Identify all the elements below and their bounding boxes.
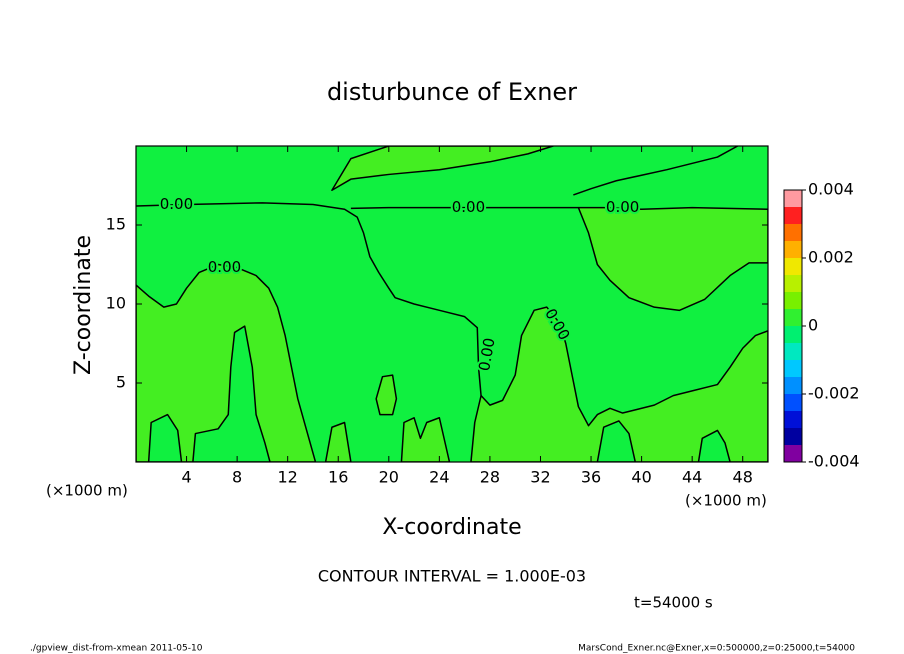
contour-region [577,206,768,312]
x-tick-label: 24 [429,468,449,487]
colorbar-tick-label: 0 [808,316,818,335]
contour-region [470,306,768,462]
colorbar-segment [784,224,802,241]
y-unit-label: (×1000 m) [46,482,128,500]
colorbar-segment [784,241,802,258]
contour-interval: CONTOUR INTERVAL = 1.000E-03 [318,567,586,586]
y-tick-label: 15 [106,215,126,234]
contour-label: 0.00 [160,195,193,213]
chart-title: disturbunce of Exner [327,78,577,106]
colorbar-segment [784,360,802,377]
x-tick-label: 20 [379,468,399,487]
contour-region [136,263,317,462]
colorbar-segment [784,207,802,224]
contour-label: 0.00 [606,198,639,216]
colorbar-segment [784,292,802,309]
contour-label: 0.00 [452,198,485,216]
x-tick-label: 4 [181,468,191,487]
contour-region [697,429,731,462]
colorbar-segment [784,377,802,394]
y-tick-label: 10 [106,294,126,313]
x-tick-label: 40 [631,468,651,487]
contour-region [192,325,271,462]
contour-line [136,202,482,396]
x-tick-label: 12 [278,468,298,487]
colorbar-tick-label: -0.004 [808,452,860,471]
contour-region [331,146,554,191]
colorbar-tick-label: 0.002 [808,248,854,267]
footer-left: ./gpview_dist-from-xmean 2011-05-10 [30,644,203,654]
colorbar-segment [784,343,802,360]
x-unit-label: (×1000 m) [685,492,767,510]
colorbar-segment [784,326,802,343]
x-tick-label: 48 [733,468,753,487]
colorbar-segment [784,445,802,462]
y-axis-label: Z-coordinate [71,235,96,375]
x-axis-label: X-coordinate [382,515,521,540]
contour-label: 0.00 [208,258,241,276]
x-tick-label: 36 [581,468,601,487]
contour-line [350,206,579,210]
contour-region [596,420,637,462]
colorbar-tick-label: 0.004 [808,180,854,199]
colorbar-segment [784,309,802,326]
colorbar-segment [784,411,802,428]
contour-region [147,413,183,462]
footer-right: MarsCond_Exner.nc@Exner,x=0:500000,z=0:2… [578,644,855,654]
colorbar-segment [784,394,802,411]
colorbar-tick-label: -0.002 [808,384,860,403]
colorbar-segment [784,258,802,275]
contour-region [375,374,398,416]
contour-region [400,417,451,462]
time-label: t=54000 s [634,594,713,612]
overlay: 4 8 12 16 20 24 28 32 36 40 44 48510150.0040.0020-0… [106,145,860,487]
x-tick-label: 32 [530,468,550,487]
x-tick-label: 44 [682,468,702,487]
x-tick-label: 28 [480,468,500,487]
colorbar-segment [784,428,802,445]
x-tick-label: 8 [232,468,242,487]
colorbar-segment [784,275,802,292]
contour-region [324,421,352,462]
x-tick-label: 16 [328,468,348,487]
y-tick-label: 5 [116,373,126,392]
contour-line [573,146,739,196]
colorbar-segment [784,190,802,207]
plot-area: 0.00 0.00 0.000.000.000.00 [136,146,768,462]
